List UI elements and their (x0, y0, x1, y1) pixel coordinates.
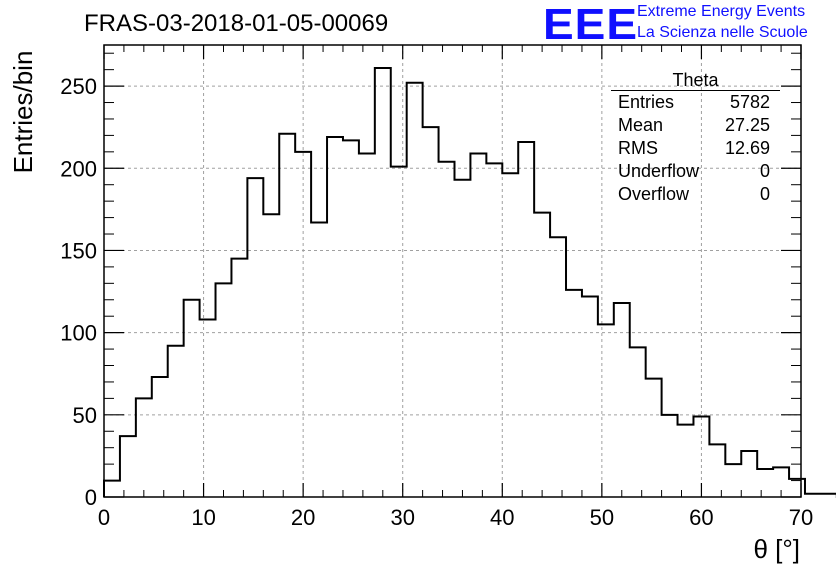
stats-title: Theta (611, 70, 780, 91)
histogram-bin (423, 127, 439, 497)
histogram-bin (375, 68, 391, 497)
logo-subtitle-line2: La Scienza nelle Scuole (637, 24, 808, 41)
histogram-bin (550, 237, 566, 497)
histogram-bin (662, 415, 678, 497)
histogram-bin (630, 347, 646, 497)
histogram-bin (391, 167, 407, 497)
histogram-bin (518, 142, 534, 497)
histogram-bin (247, 178, 263, 497)
histogram-bin (311, 223, 327, 497)
y-tick-label: 150 (60, 238, 97, 263)
y-tick-label: 50 (73, 403, 97, 428)
eee-logo: EEE (543, 0, 639, 49)
histogram-bin (534, 213, 550, 497)
stats-label: Entries (618, 92, 675, 112)
plot-frame (103, 44, 802, 498)
histogram-bin (216, 283, 232, 497)
y-tick-label: 200 (60, 156, 97, 181)
stats-value: 5782 (729, 92, 770, 112)
x-tick-label: 30 (390, 505, 414, 530)
histogram-bin (502, 173, 518, 497)
histogram-bin (789, 479, 805, 497)
histogram-bin (104, 481, 120, 497)
histogram-bin (486, 163, 502, 497)
histogram-bin (359, 153, 375, 497)
histogram-outline (103, 67, 836, 498)
logo-subtitle-line1: Extreme Energy Events (637, 3, 806, 20)
histogram-bin (263, 214, 279, 497)
histogram-bin (136, 398, 152, 497)
stats-label: Mean (618, 115, 664, 135)
histogram-bin (120, 436, 136, 497)
x-tick-label: 60 (689, 505, 713, 530)
grid-lines (104, 45, 801, 497)
x-tick-label: 20 (291, 505, 315, 530)
x-tick-label: 50 (590, 505, 614, 530)
histogram-bin (279, 134, 295, 497)
histogram-bin (168, 346, 184, 497)
chart-title: FRAS-03-2018-01-05-00069 (84, 10, 389, 37)
histogram-bin (343, 140, 359, 497)
histogram-bin (566, 290, 582, 497)
x-tick-label: 40 (490, 505, 514, 530)
stats-row-mean: Mean 27.25 (608, 114, 778, 137)
histogram-bin (470, 153, 486, 497)
histogram-bin (327, 137, 343, 497)
histogram-bin (407, 83, 423, 497)
histogram-bin (741, 451, 757, 497)
stats-label: Overflow (618, 184, 690, 204)
histogram-bin (200, 319, 216, 497)
histogram-bin (646, 379, 662, 497)
x-axis-title: θ [°] (753, 534, 800, 564)
stats-row-rms: RMS 12.69 (608, 137, 778, 160)
histogram-bin (439, 162, 455, 497)
histogram-bin (598, 324, 614, 497)
y-axis-title: Entries/bin (8, 51, 38, 174)
histogram-bin (454, 180, 470, 497)
stats-value: 12.69 (724, 138, 770, 158)
histogram-bin (709, 444, 725, 497)
histogram-bars (103, 67, 836, 498)
tick-labels: 0 10 20 30 40 50 60 70 0 50 100 150 200 250 (60, 74, 813, 530)
histogram-bin (757, 469, 773, 497)
stats-value: 27.25 (724, 115, 770, 135)
stats-row-entries: Entries 5782 (608, 91, 778, 114)
stats-box: Theta Entries 5782 Mean 27.25 RMS 12.69 … (608, 70, 780, 206)
x-tick-label: 0 (98, 505, 110, 530)
stats-value: 0 (759, 184, 770, 204)
stats-label: Underflow (618, 161, 700, 181)
histogram-bin (678, 425, 694, 497)
y-tick-label: 0 (85, 485, 97, 510)
x-tick-label: 10 (191, 505, 215, 530)
stats-value: 0 (759, 161, 770, 181)
histogram-bin (725, 464, 741, 497)
histogram-bin (231, 259, 247, 497)
stats-row-overflow: Overflow 0 (608, 183, 778, 206)
y-tick-label: 100 (60, 321, 97, 346)
y-tick-label: 250 (60, 74, 97, 99)
stats-row-underflow: Underflow 0 (608, 160, 778, 183)
histogram-bin (582, 296, 598, 497)
x-tick-label: 70 (789, 505, 813, 530)
histogram-bin (152, 377, 168, 497)
stats-label: RMS (618, 138, 658, 158)
histogram-bin (184, 300, 200, 497)
